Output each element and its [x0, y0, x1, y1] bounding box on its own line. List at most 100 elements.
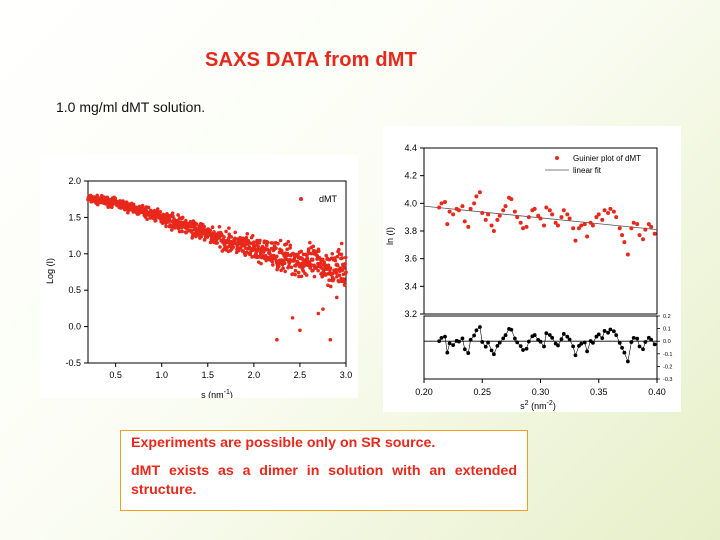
dmt-point	[215, 241, 219, 245]
residual-point	[631, 335, 636, 340]
dmt-point	[224, 229, 228, 234]
guinier-chart: 4.4 4.2 4.0 3.8 3.6 3.4 3.2 0.20 0.25 0.30 0.35 0.4…	[385, 143, 672, 411]
dmt-point	[316, 249, 321, 253]
residual-point	[620, 345, 624, 350]
residual-tick-label: -0.1	[663, 352, 672, 358]
dmt-point	[299, 249, 304, 254]
y-tick-label: 2.0	[68, 176, 81, 186]
dmt-point	[328, 266, 333, 270]
dmt-point	[217, 224, 222, 229]
guinier-point	[614, 215, 619, 220]
residual-point	[445, 350, 450, 355]
guinier-point	[611, 209, 616, 214]
dmt-point	[327, 278, 331, 282]
residual-point	[625, 359, 630, 364]
dmt-point	[296, 270, 301, 275]
dmt-point	[233, 230, 238, 235]
dmt-point	[314, 265, 319, 269]
guinier-point	[631, 220, 636, 225]
dmt-point	[328, 284, 333, 289]
residual-tick-label: 0.1	[663, 327, 671, 333]
y-tick-label: 4.2	[404, 171, 417, 181]
guinier-point	[447, 209, 452, 214]
dmt-point	[231, 245, 236, 250]
x-tick-label: 0.35	[590, 387, 608, 397]
dmt-point	[170, 211, 175, 216]
guinier-point	[544, 205, 549, 210]
residual-point	[582, 340, 587, 345]
dmt-point	[277, 264, 281, 269]
dmt-point	[255, 238, 259, 243]
guinier-point	[521, 226, 526, 231]
dmt-point	[297, 274, 301, 279]
residual-point	[443, 334, 447, 339]
dmt-point	[164, 224, 168, 229]
guinier-point	[472, 201, 477, 206]
dmt-point	[158, 209, 163, 214]
dmt-point	[310, 257, 315, 262]
dmt-point	[267, 248, 272, 253]
residual-tick-label: -0.2	[663, 364, 672, 370]
residual-point	[521, 348, 525, 352]
y-tick-label: 0.0	[68, 322, 81, 332]
y-tick-label: 0.5	[68, 285, 81, 295]
residual-point	[614, 333, 619, 338]
dmt-point	[296, 253, 300, 257]
y-tick-label: 3.4	[404, 281, 417, 291]
residual-point	[489, 348, 494, 353]
residual-point	[542, 344, 546, 349]
guinier-frame	[423, 147, 658, 315]
residual-point	[617, 341, 622, 345]
residual-point	[497, 340, 502, 345]
dmt-point	[316, 268, 320, 273]
residual-tick-label: 0.2	[663, 314, 671, 320]
dmt-point	[334, 267, 338, 272]
dmt-point	[222, 243, 227, 247]
dmt-point	[95, 193, 99, 198]
residual-point	[437, 339, 442, 343]
residual-point	[483, 344, 488, 349]
residual-point	[486, 340, 490, 345]
residual-point	[629, 340, 634, 344]
guinier-point	[550, 212, 555, 217]
dmt-point	[245, 232, 250, 236]
dmt-point	[210, 225, 215, 230]
dmt-point	[335, 263, 340, 268]
guinier-point	[565, 212, 570, 217]
saxs-log-chart: 0.5 1.0 1.5 2.0 2.5 3.0 2.0 1.5 1.0 0.5 0.0 -0.5 dM…	[45, 176, 352, 400]
dmt-point	[341, 277, 346, 281]
residual-point	[503, 333, 508, 338]
x-tick-label: 0.20	[415, 387, 433, 397]
dmt-outlier-point	[328, 337, 333, 342]
dmt-point	[283, 269, 287, 274]
residual-point	[606, 330, 610, 335]
dmt-point	[326, 263, 331, 268]
guinier-point	[622, 240, 627, 245]
dmt-point	[324, 253, 328, 258]
residual-point	[526, 339, 531, 344]
dmt-outlier-point	[334, 295, 339, 300]
dmt-point	[184, 230, 188, 235]
guinier-point	[486, 212, 491, 217]
residual-point	[641, 347, 645, 352]
residual-point	[652, 342, 657, 347]
guinier-point	[439, 201, 444, 206]
residual-point	[649, 337, 654, 342]
guinier-point	[483, 217, 488, 222]
dmt-point	[180, 215, 185, 220]
legend-label: dMT	[319, 194, 338, 204]
residual-point	[457, 339, 461, 344]
residual-point	[637, 344, 642, 349]
dmt-point	[256, 244, 260, 249]
dmt-point	[265, 240, 270, 245]
dmt-point	[190, 229, 194, 233]
residual-point	[509, 327, 514, 332]
dmt-point	[180, 229, 184, 234]
guinier-content: 4.4 4.2 4.0 3.8 3.6 3.4 3.2 0.20 0.25 0.30 0.35 0.4…	[404, 143, 672, 397]
residual-point	[515, 340, 520, 345]
x-tick-label: 0.5	[109, 370, 122, 380]
y-tick-label: 3.8	[404, 226, 417, 236]
slide-subtitle: 1.0 mg/ml dMT solution.	[56, 99, 206, 115]
residual-point	[460, 336, 465, 341]
dmt-point	[311, 268, 315, 273]
